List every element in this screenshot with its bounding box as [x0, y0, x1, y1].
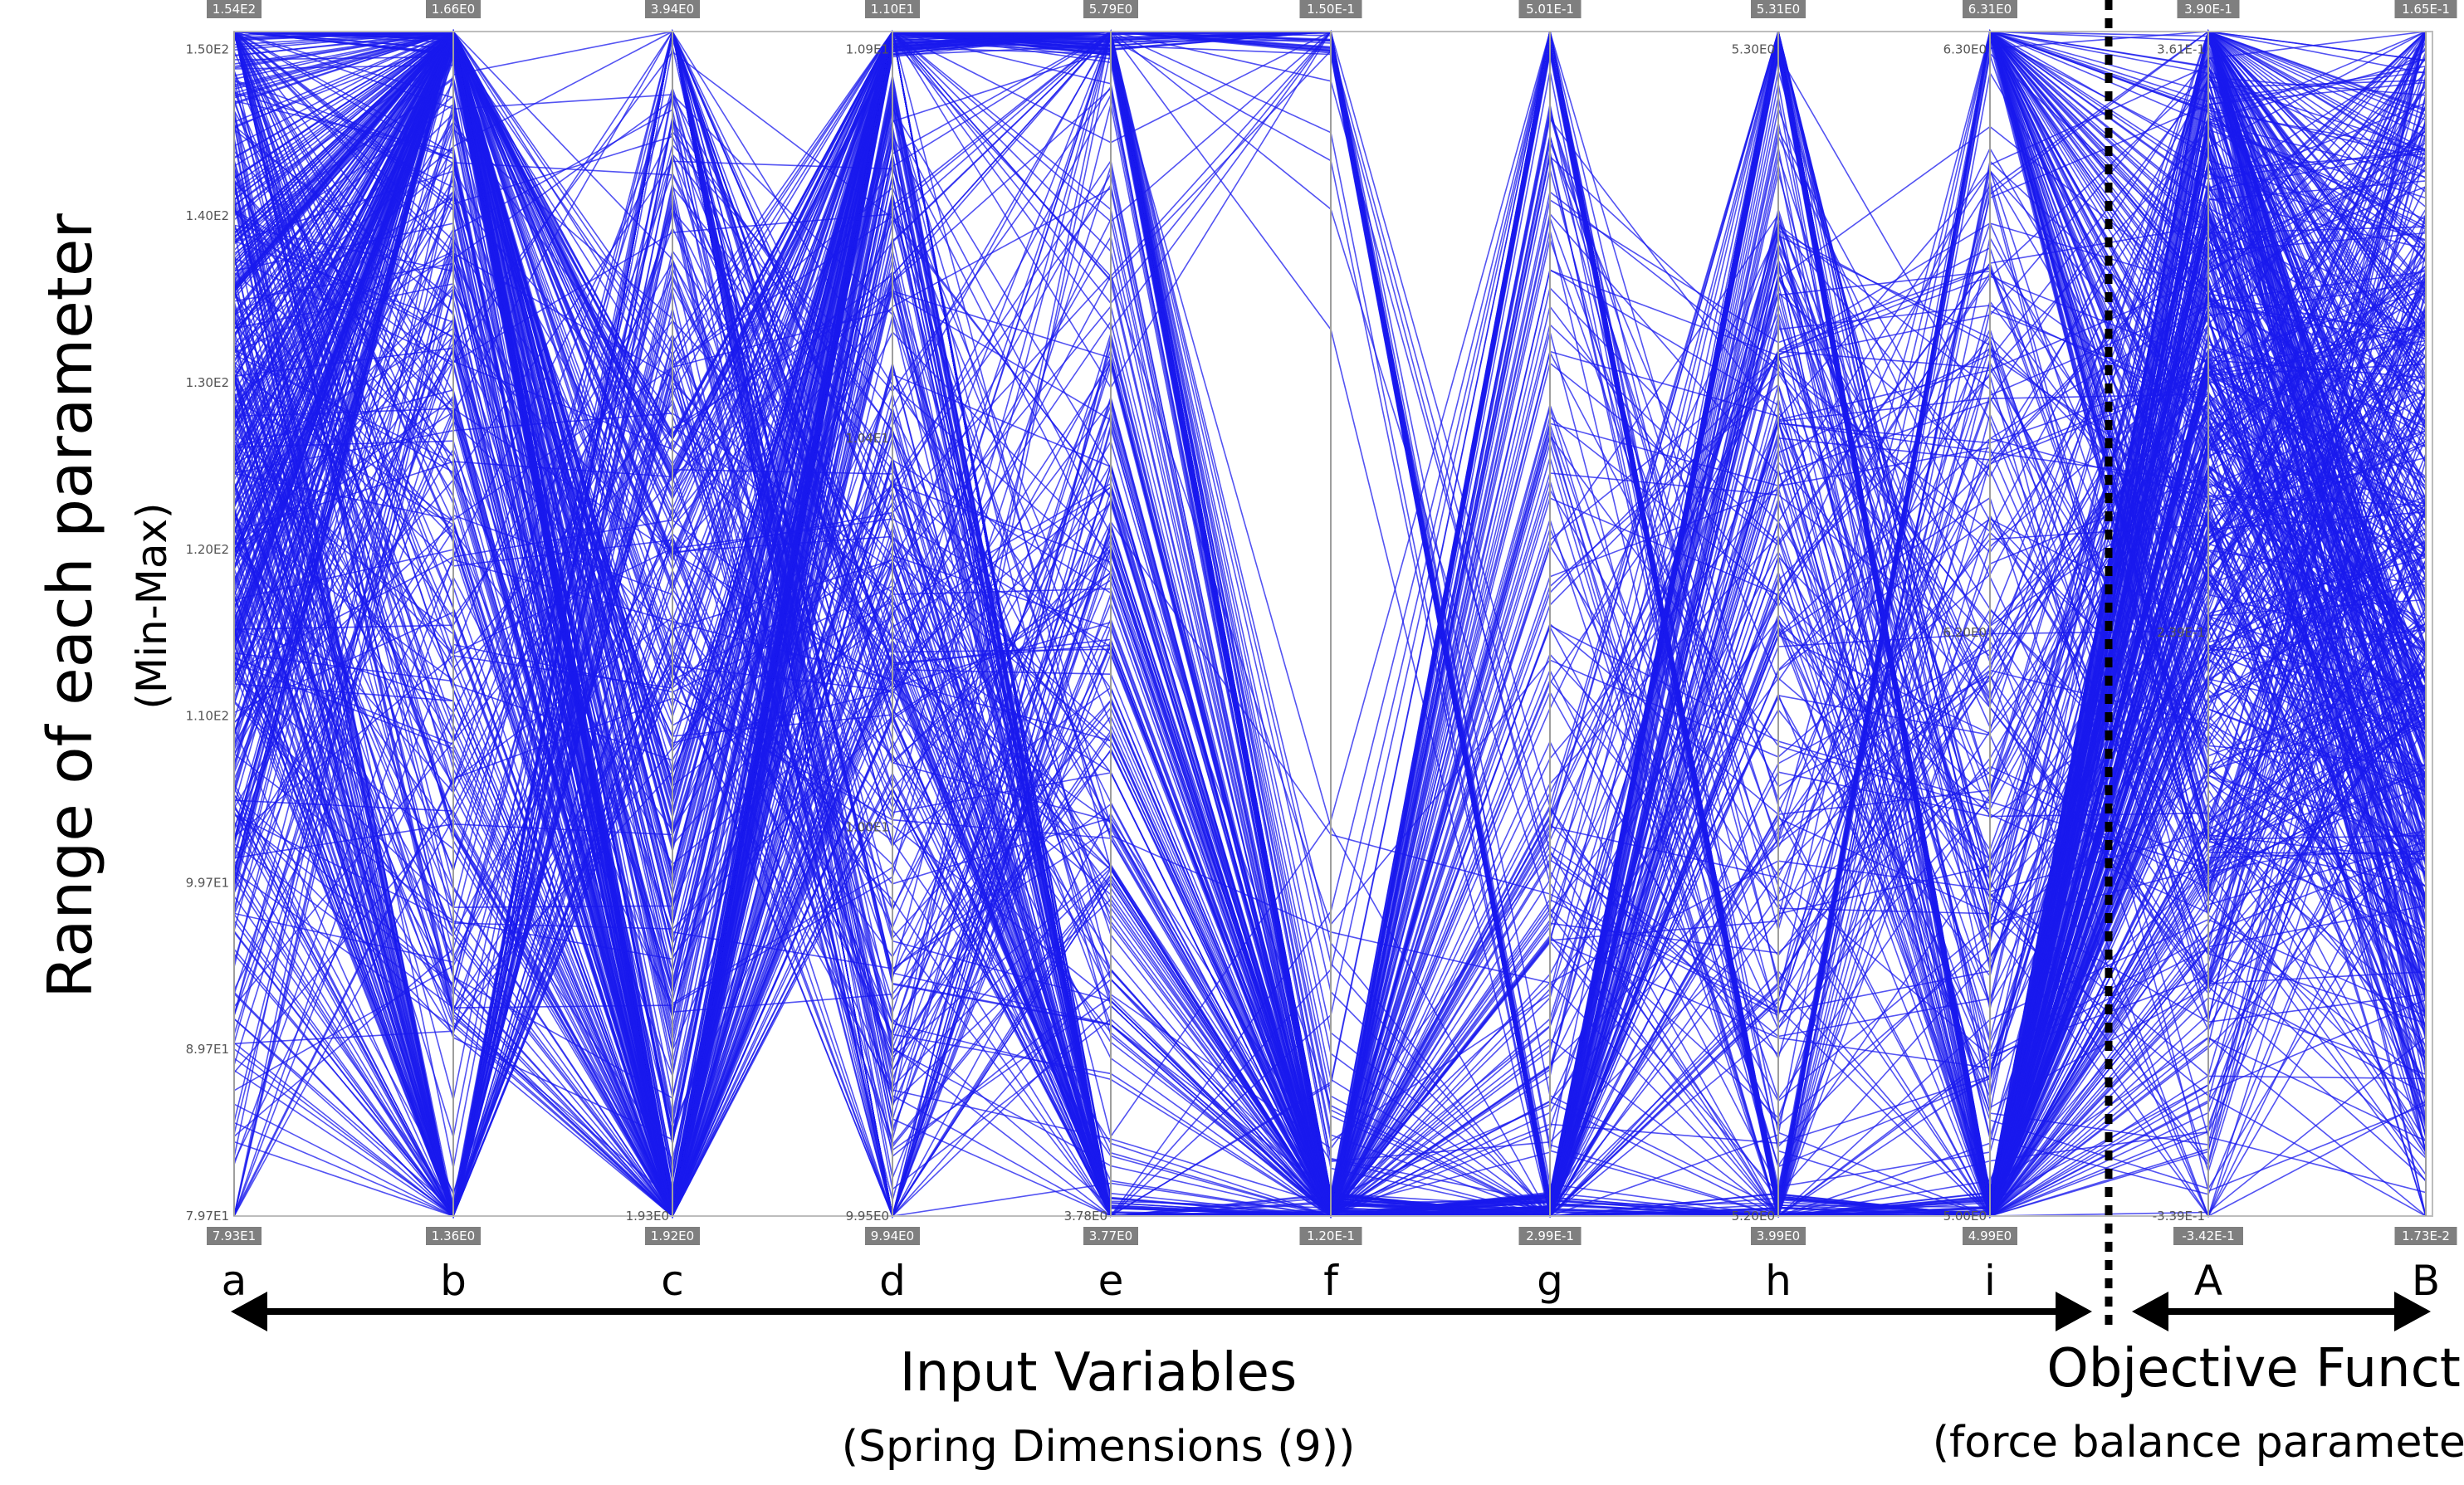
- axis-min-badge: -3.42E-1: [2173, 1227, 2243, 1245]
- axis-name-h: h: [1765, 1257, 1792, 1305]
- axis-max-label: 5.79E0: [1089, 2, 1132, 17]
- inner-tick-label: 9.97E1: [186, 875, 229, 890]
- inner-tick-label: 8.97E1: [186, 1042, 229, 1057]
- objective-functions-arrow: [2132, 1292, 2431, 1331]
- inner-tick-label: 5.20E0: [1732, 1209, 1775, 1224]
- axis-max-badge: 5.01E-1: [1518, 0, 1582, 18]
- inner-tick-label: 6.20E0: [1943, 625, 1987, 640]
- inner-tick-label: 1.09E1: [846, 42, 889, 56]
- inner-tick-label: 5.30E0: [1732, 42, 1775, 56]
- inner-tick-label: -3.39E-1: [2153, 1209, 2205, 1224]
- axis-min-badge: 1.20E-1: [1299, 1227, 1362, 1245]
- axis-max-label: 3.90E-1: [2184, 2, 2232, 17]
- axis-max-badge: 3.90E-1: [2177, 0, 2240, 18]
- axis-min-label: 9.94E0: [871, 1229, 914, 1243]
- axis-min-label: 3.99E0: [1757, 1229, 1800, 1243]
- axis-max-label: 1.54E2: [213, 2, 256, 17]
- axis-min-label: -3.42E-1: [2182, 1229, 2234, 1243]
- axis-name-b: b: [440, 1257, 467, 1305]
- axis-max-label: 1.10E1: [871, 2, 914, 17]
- axis-min-badge: 9.94E0: [865, 1227, 920, 1245]
- axis-min-label: 4.99E0: [1968, 1229, 2012, 1243]
- objective-functions-sublabel: (force balance parameters(2)): [1933, 1418, 2464, 1468]
- y-axis-subtitle: (Min-Max): [128, 502, 176, 709]
- input-variables-label: Input Variables: [900, 1342, 1298, 1404]
- axis-min-label: 2.99E-1: [1526, 1229, 1574, 1243]
- inner-tick-label: 2.39E-1: [2157, 625, 2205, 640]
- axis-max-label: 1.65E-1: [2402, 2, 2450, 17]
- axis-name-e: e: [1098, 1257, 1124, 1305]
- axis-name-a: a: [222, 1257, 247, 1305]
- inner-tick-label: 1.40E2: [186, 208, 229, 223]
- axis-max-label: 1.66E0: [432, 2, 475, 17]
- axis-min-badge: 1.36E0: [426, 1227, 481, 1245]
- axis-max-badge: 6.31E0: [1963, 0, 2017, 18]
- input-variables-sublabel: (Spring Dimensions (9)): [842, 1422, 1356, 1472]
- y-axis-title: Range of each parameter: [35, 213, 106, 999]
- axis-min-label: 3.77E0: [1089, 1229, 1132, 1243]
- axis-min-label: 1.92E0: [651, 1229, 694, 1243]
- inner-tick-label: 6.30E0: [1943, 42, 1987, 56]
- axis-max-badge: 1.65E-1: [2394, 0, 2457, 18]
- input-variables-arrow: [231, 1292, 2092, 1331]
- inner-tick-label: 5.00E0: [1943, 1209, 1987, 1224]
- axis-max-label: 5.31E0: [1757, 2, 1800, 17]
- axis-max-label: 1.50E-1: [1307, 2, 1355, 17]
- axis-min-badge: 4.99E0: [1963, 1227, 2017, 1245]
- labels-layer: 1.54E2 7.93E1 a 1.50E2 1.40E2 1.30E2 1.20E2 1.1…: [186, 0, 2457, 1305]
- axis-max-badge: 1.50E-1: [1299, 0, 1362, 18]
- axis-max-label: 6.31E0: [1968, 2, 2012, 17]
- inner-tick-label: 3.78E0: [1064, 1209, 1107, 1224]
- axis-name-d: d: [879, 1257, 906, 1305]
- axis-min-label: 7.93E1: [213, 1229, 256, 1243]
- axis-name-f: f: [1323, 1257, 1339, 1305]
- axis-min-badge: 1.73E-2: [2394, 1227, 2457, 1245]
- inner-tick-label: 9.95E0: [846, 1209, 889, 1224]
- axis-name-i: i: [1984, 1257, 1996, 1305]
- axis-max-badge: 1.54E2: [207, 0, 262, 18]
- axis-min-badge: 1.92E0: [645, 1227, 700, 1245]
- axis-min-badge: 2.99E-1: [1518, 1227, 1582, 1245]
- inner-tick-label: 1.50E2: [186, 42, 229, 56]
- axis-min-label: 1.36E0: [432, 1229, 475, 1243]
- axis-min-badge: 3.99E0: [1751, 1227, 1806, 1245]
- axis-name-A: A: [2194, 1257, 2222, 1305]
- inner-tick-label: 1.20E2: [186, 542, 229, 557]
- axis-min-label: 1.73E-2: [2402, 1229, 2450, 1243]
- inner-tick-label: 1.00E1: [846, 819, 889, 834]
- axis-max-badge: 1.66E0: [426, 0, 481, 18]
- axis-min-label: 1.20E-1: [1307, 1229, 1355, 1243]
- axis-name-c: c: [661, 1257, 684, 1305]
- inner-tick-label: 1.10E2: [186, 709, 229, 724]
- axis-max-label: 5.01E-1: [1526, 2, 1574, 17]
- inner-tick-label: 1.04E1: [846, 431, 889, 446]
- inner-tick-label: 1.30E2: [186, 375, 229, 390]
- inner-tick-label: 1.93E0: [626, 1209, 669, 1224]
- axis-max-badge: 3.94E0: [645, 0, 700, 18]
- objective-functions-label: Objective Functions: [2046, 1338, 2464, 1400]
- axis-max-badge: 5.31E0: [1751, 0, 1806, 18]
- axis-name-g: g: [1537, 1257, 1563, 1305]
- axis-min-badge: 7.93E1: [207, 1227, 262, 1245]
- axis-max-badge: 1.10E1: [865, 0, 920, 18]
- axis-name-B: B: [2412, 1257, 2440, 1305]
- axis-max-badge: 5.79E0: [1083, 0, 1138, 18]
- inner-tick-label: 3.61E-1: [2157, 42, 2205, 56]
- axis-min-badge: 3.77E0: [1083, 1227, 1138, 1245]
- inner-tick-label: 7.97E1: [186, 1209, 229, 1224]
- axes-layer: [233, 31, 2433, 1217]
- axis-max-label: 3.94E0: [651, 2, 694, 17]
